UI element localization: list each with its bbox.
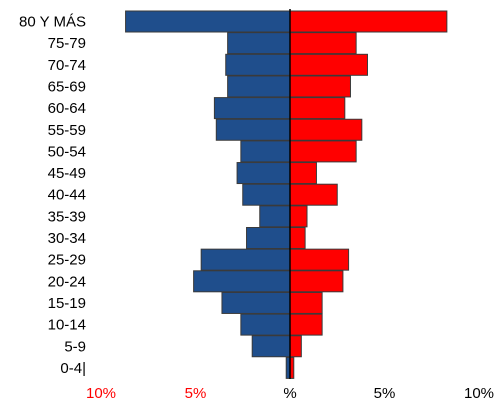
category-label: 15-19 xyxy=(48,295,86,312)
category-labels: 80 Y MÁS 75-79 70-74 65-69 60-64 55-59 50-54 45… xyxy=(19,14,86,377)
bar-right-12 xyxy=(289,270,344,293)
bar-left-2 xyxy=(225,53,291,76)
bar-right-0 xyxy=(289,10,448,33)
bar-right-1 xyxy=(289,32,357,55)
category-label: 80 Y MÁS xyxy=(19,14,86,31)
bar-right-9 xyxy=(289,205,308,228)
bar-right-2 xyxy=(289,53,368,76)
x-tick-label: 10% xyxy=(464,385,494,402)
x-axis-tick-labels: 10% 5%% 5% 10% xyxy=(86,385,494,402)
category-label: 25-29 xyxy=(48,252,86,269)
x-tick-label: 10% xyxy=(86,385,116,402)
bar-left-5 xyxy=(215,118,291,141)
bar-left-0 xyxy=(125,10,291,33)
bar-right-3 xyxy=(289,75,351,98)
bar-right-11 xyxy=(289,248,350,271)
category-label: 20-24 xyxy=(48,273,86,290)
bar-left-14 xyxy=(240,313,291,336)
bar-right-4 xyxy=(289,97,346,120)
x-tick-label: 5% xyxy=(185,385,207,402)
category-label: 0-4| xyxy=(60,360,86,377)
bar-right-8 xyxy=(289,183,338,206)
bar-right-14 xyxy=(289,313,323,336)
bar-left-11 xyxy=(200,248,291,271)
category-label: 35-39 xyxy=(48,208,86,225)
bar-left-1 xyxy=(227,32,291,55)
bar-right-6 xyxy=(289,140,357,163)
category-label: 30-34 xyxy=(48,230,86,247)
category-label: 75-79 xyxy=(48,35,86,52)
bar-left-15 xyxy=(251,335,291,358)
bar-left-10 xyxy=(246,227,291,249)
x-tick-label: % xyxy=(283,385,296,402)
x-tick-label: 5% xyxy=(374,385,396,402)
category-label: 50-54 xyxy=(48,143,86,160)
category-label: 55-59 xyxy=(48,122,86,139)
bar-left-7 xyxy=(236,162,291,185)
bar-left-13 xyxy=(221,291,291,314)
bar-left-4 xyxy=(213,97,291,120)
category-label: 40-44 xyxy=(48,187,86,204)
bar-left-9 xyxy=(259,205,291,228)
bar-right-10 xyxy=(289,227,306,249)
bar-right-7 xyxy=(289,162,317,185)
bar-right-13 xyxy=(289,291,323,314)
bar-left-3 xyxy=(227,75,291,98)
category-label: 70-74 xyxy=(48,57,86,74)
bar-left-12 xyxy=(193,270,291,293)
category-label: 10-14 xyxy=(48,317,86,334)
category-label: 65-69 xyxy=(48,78,86,95)
bar-right-5 xyxy=(289,118,363,141)
bar-left-8 xyxy=(242,183,291,206)
category-label: 45-49 xyxy=(48,165,86,182)
category-label: 60-64 xyxy=(48,100,86,117)
bars-group xyxy=(125,10,448,379)
category-label: 5-9 xyxy=(64,338,86,355)
bar-left-6 xyxy=(240,140,291,163)
bar-right-15 xyxy=(289,335,302,358)
